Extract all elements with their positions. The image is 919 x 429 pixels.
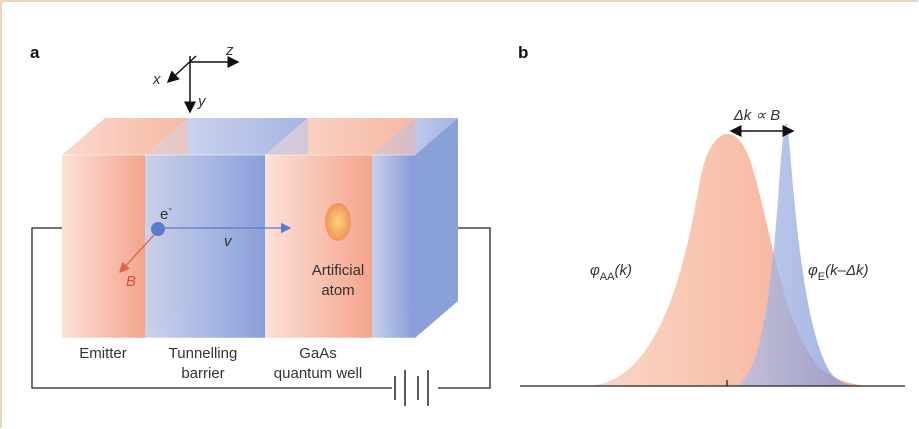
electron bbox=[151, 222, 165, 236]
figure: a b z y x e- v B Artificial atom Emitter bbox=[0, 0, 919, 429]
argument: (k) bbox=[614, 262, 632, 279]
layer-label: Tunnelling bbox=[169, 345, 238, 362]
panel-label: b bbox=[518, 43, 528, 62]
shift-label: Δk ∝ B bbox=[733, 107, 781, 124]
axis-label: y bbox=[197, 93, 207, 110]
page: a b z y x e- v B Artificial atom Emitter bbox=[0, 0, 919, 429]
curve-label: φAA(k) bbox=[590, 262, 632, 283]
panel-label: a bbox=[30, 43, 40, 62]
axis-label: x bbox=[152, 71, 161, 88]
field-label: B bbox=[126, 273, 136, 290]
argument: (k–Δk) bbox=[825, 262, 868, 279]
layer-label: barrier bbox=[181, 365, 224, 382]
layer-label: Emitter bbox=[79, 345, 127, 362]
artificial-atom bbox=[325, 203, 351, 241]
atom-label: Artificial bbox=[312, 262, 365, 279]
superscript: - bbox=[168, 203, 172, 215]
atom-label: atom bbox=[321, 282, 354, 299]
curve-label: φE(k–Δk) bbox=[808, 262, 869, 283]
symbol: φ bbox=[808, 262, 818, 279]
axis-label: z bbox=[225, 42, 234, 59]
battery bbox=[395, 370, 428, 406]
layer-label: quantum well bbox=[274, 365, 362, 382]
layer-label: GaAs bbox=[299, 345, 337, 362]
subscript: AA bbox=[600, 271, 615, 283]
subscript: E bbox=[818, 271, 825, 283]
symbol: φ bbox=[590, 262, 600, 279]
symbol: e bbox=[160, 206, 168, 223]
wavefunction-aa bbox=[590, 134, 875, 386]
